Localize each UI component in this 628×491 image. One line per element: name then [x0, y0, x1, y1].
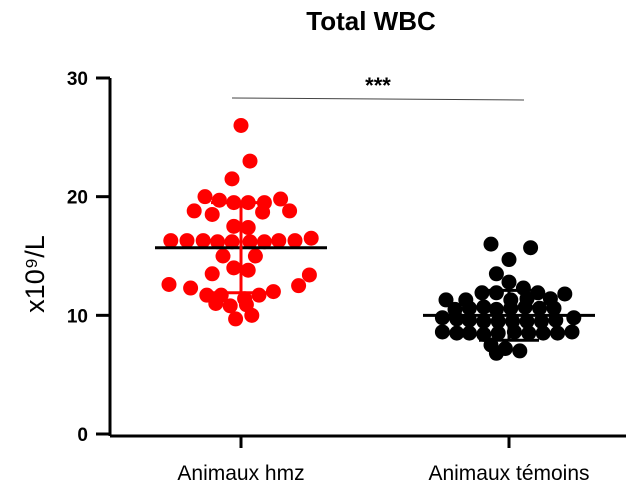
data-point [256, 234, 272, 250]
data-point [474, 285, 490, 301]
data-point [488, 345, 504, 361]
data-point [255, 204, 271, 220]
data-point [271, 233, 287, 249]
data-point [291, 278, 307, 294]
data-point [523, 240, 539, 256]
data-point [501, 252, 517, 268]
data-point [197, 189, 213, 205]
data-point [186, 203, 202, 219]
y-axis-label: x10⁹/L [20, 235, 50, 313]
data-point [476, 299, 492, 315]
data-point [488, 266, 504, 282]
data-point [550, 325, 566, 341]
data-point [546, 300, 562, 316]
data-point [488, 285, 504, 301]
data-point [434, 310, 450, 326]
data-point [242, 234, 258, 250]
data-point [434, 324, 450, 340]
data-point [533, 313, 549, 329]
data-point [287, 233, 303, 249]
data-point [461, 325, 477, 341]
data-point [163, 233, 179, 249]
significance-label: *** [365, 73, 391, 98]
y-tick-label: 20 [67, 188, 88, 209]
data-point [161, 276, 177, 292]
data-point [461, 300, 477, 316]
data-point [273, 191, 289, 207]
data-point [224, 171, 240, 187]
data-point [501, 274, 517, 290]
data-point [210, 234, 226, 250]
category-label: Animaux hmz [177, 462, 304, 485]
data-point [242, 153, 258, 169]
data-point [265, 284, 281, 300]
data-point [564, 324, 580, 340]
data-point [506, 324, 522, 340]
data-point [438, 292, 454, 308]
data-point [490, 313, 506, 329]
data-point [226, 260, 242, 276]
data-point [503, 300, 519, 316]
data-point [303, 230, 319, 246]
data-point [251, 287, 267, 303]
data-point [195, 233, 211, 249]
data-point [244, 307, 260, 323]
y-ticks: 0 10 20 30 [67, 69, 110, 446]
data-point [512, 343, 528, 359]
y-tick-label: 0 [77, 425, 88, 446]
data-point [204, 206, 220, 222]
data-point [519, 313, 535, 329]
data-point [208, 295, 224, 311]
data-point [282, 203, 298, 219]
y-tick-label: 30 [67, 69, 88, 90]
data-point [301, 267, 317, 283]
category-label: Animaux témoins [428, 462, 589, 485]
data-point [240, 220, 256, 236]
data-point [476, 326, 492, 342]
data-point [483, 236, 499, 252]
data-point [517, 299, 533, 315]
data-point [183, 280, 199, 296]
data-point [215, 248, 231, 264]
data-point [222, 298, 238, 314]
y-tick-label: 10 [67, 306, 88, 327]
data-point [247, 248, 263, 264]
points-layer [161, 117, 582, 361]
data-point [449, 325, 465, 341]
data-point [490, 325, 506, 341]
x-ticks: Animaux hmz Animaux témoins [177, 436, 590, 485]
data-point [535, 325, 551, 341]
data-point [566, 310, 582, 326]
data-point [240, 262, 256, 278]
data-point [179, 233, 195, 249]
chart-title: Total WBC [306, 6, 436, 36]
data-point [557, 286, 573, 302]
data-point [532, 300, 548, 316]
data-point [476, 313, 492, 329]
data-point [211, 192, 227, 208]
data-point [224, 234, 240, 250]
data-point [228, 311, 244, 327]
stats-layer [155, 201, 595, 342]
axes [108, 78, 626, 438]
data-point [233, 117, 249, 133]
data-point [521, 325, 537, 341]
data-point [204, 266, 220, 282]
data-point [226, 218, 242, 234]
data-point [488, 301, 504, 317]
significance-bracket [231, 97, 525, 101]
